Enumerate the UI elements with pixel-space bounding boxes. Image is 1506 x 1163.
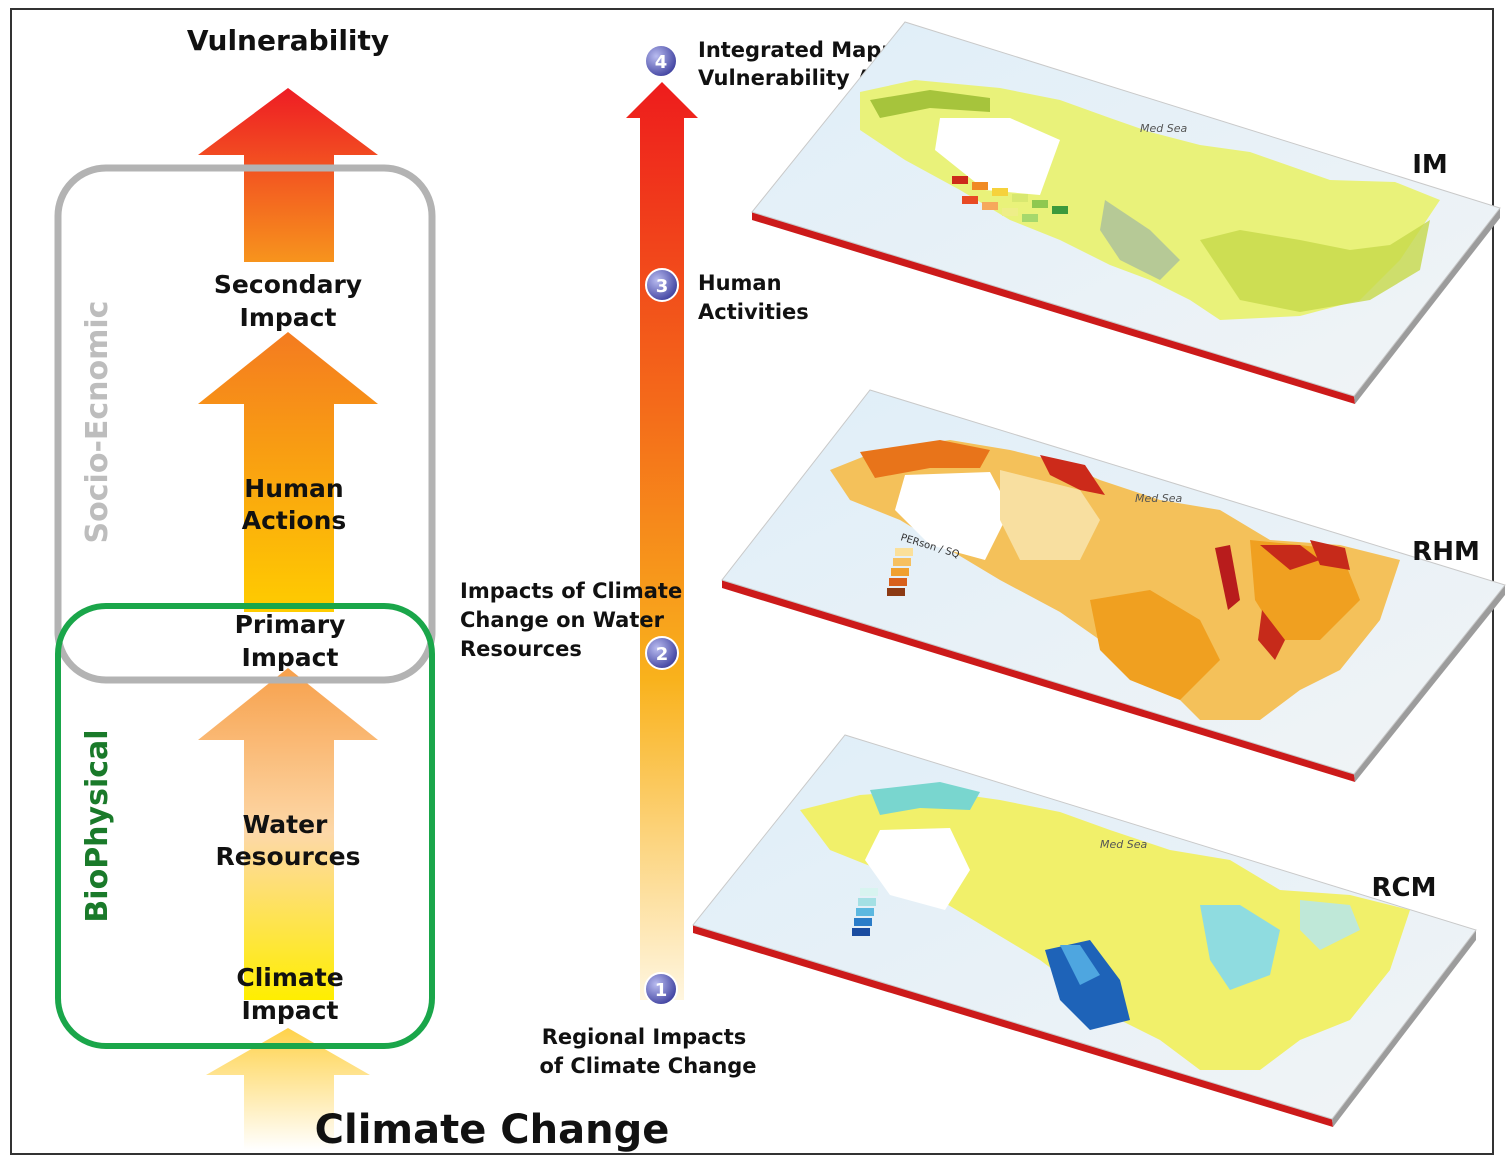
climate-impact-line1: Climate: [236, 963, 343, 992]
rcm-map-label: RCM: [1372, 873, 1437, 903]
biophysical-box: [55, 603, 435, 1049]
arrow-middle: [198, 332, 378, 612]
step-1-line2: of Climate Change: [539, 1054, 756, 1078]
rhm-legend: [887, 548, 913, 596]
arrow-top: [198, 88, 378, 262]
step-badge-4: 4: [644, 44, 678, 78]
im-legend: [952, 176, 1068, 222]
im-map-label: IM: [1412, 150, 1448, 180]
vertical-axis-arrow: [626, 82, 698, 1000]
socio-economic-box: [54, 164, 436, 684]
map-rhm: PERson / SQ Med Sea RHM: [721, 389, 1506, 782]
rhm-map-label: RHM: [1412, 537, 1480, 567]
biophysical-label: BioPhysical: [80, 729, 115, 922]
step-3-line1: Human: [698, 271, 782, 295]
arrow-lower: [198, 668, 378, 1000]
map-im: Med Sea IM: [751, 21, 1501, 404]
diagram-title: Vulnerability: [187, 24, 389, 57]
step-1-line1: Regional Impacts: [542, 1025, 747, 1049]
step-4-number: 4: [655, 52, 668, 73]
secondary-impact-line1: Secondary: [214, 270, 362, 299]
arrow-base: [206, 1028, 370, 1150]
secondary-impact-line2: Impact: [240, 303, 337, 332]
rhm-sea-label: Med Sea: [1135, 492, 1182, 505]
rcm-legend: [852, 888, 878, 936]
primary-impact-line2: Impact: [242, 643, 339, 672]
step-3-line2: Activities: [698, 300, 809, 324]
climate-impact-line2: Impact: [242, 996, 339, 1025]
socio-economic-label: Socio-Ecnomic: [80, 301, 115, 544]
step-badge-1: 1: [644, 972, 678, 1006]
step-2-line1: Impacts of Climate: [460, 579, 682, 603]
primary-impact-line1: Primary: [235, 610, 346, 639]
step-2-number: 2: [656, 644, 669, 665]
human-actions-line1: Human: [244, 474, 343, 503]
step-3-number: 3: [656, 276, 669, 297]
rcm-sea-label: Med Sea: [1100, 838, 1147, 851]
water-resources-line2: Resources: [215, 842, 360, 871]
step-2-line3: Resources: [460, 637, 582, 661]
step-1-number: 1: [655, 980, 668, 1001]
human-actions-line2: Actions: [242, 506, 347, 535]
step-badge-2: 2: [645, 636, 679, 670]
map-rcm: Med Sea RCM: [692, 734, 1477, 1127]
water-resources-line1: Water: [243, 810, 328, 839]
step-2-line2: Change on Water: [460, 608, 665, 632]
step-badge-3: 3: [645, 268, 679, 302]
climate-change-footer: Climate Change: [315, 1107, 670, 1153]
im-sea-label: Med Sea: [1140, 122, 1187, 135]
